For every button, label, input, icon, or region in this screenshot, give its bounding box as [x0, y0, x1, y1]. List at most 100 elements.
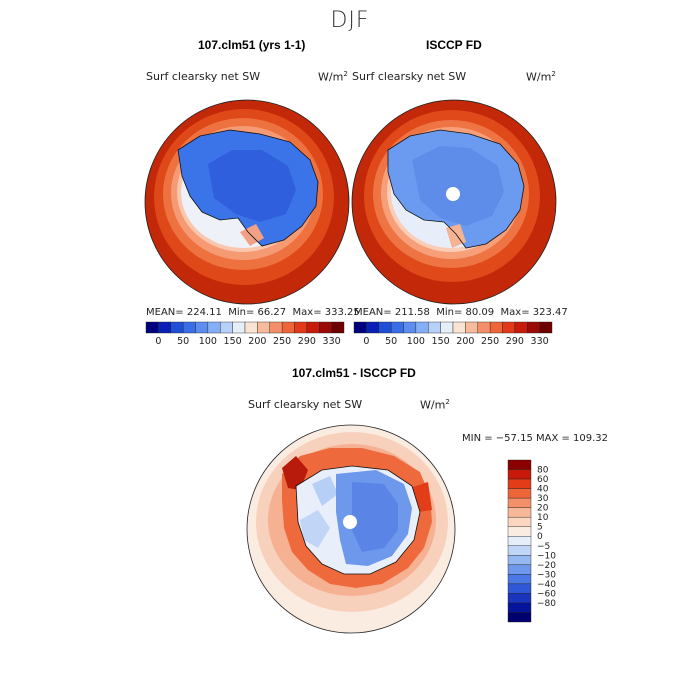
- colorbar-diff-swatch: [507, 593, 532, 604]
- colorbar-diff-swatch: [507, 555, 532, 566]
- panel2-max: 323.47: [532, 307, 568, 318]
- colorbar-diff-swatch: [507, 497, 532, 508]
- panel1-units-exp: 2: [343, 70, 348, 78]
- colorbar-panel1-tick-label: 250: [273, 336, 291, 347]
- colorbar-panel2: 0 50 100 150 200 250 290 330: [353, 321, 553, 347]
- colorbar-panel2-tick-label: 290: [506, 336, 524, 347]
- colorbar-panel1-tick-label: 150: [224, 336, 242, 347]
- colorbar-panel2-swatch: [465, 321, 478, 334]
- colorbar-diff-tick-label: 10: [537, 513, 549, 523]
- colorbar-diff-tick-label: 20: [537, 504, 549, 514]
- colorbar-panel2-swatch: [514, 321, 528, 334]
- colorbar-panel1-swatch: [319, 321, 332, 334]
- colorbar-panel1-swatch: [331, 321, 345, 334]
- diff-polar-hole: [343, 515, 357, 529]
- colorbar-panel1-swatch: [220, 321, 233, 334]
- colorbar-diff-swatch: [507, 478, 532, 489]
- colorbar-panel2-swatch: [440, 321, 454, 334]
- colorbar-panel2-tick-label: 0: [363, 336, 369, 347]
- panel2-min: 80.09: [465, 307, 495, 318]
- diff-units-exp: 2: [445, 398, 450, 406]
- colorbar-diff-swatch: [507, 507, 532, 518]
- colorbar-diff-tick-label: 5: [537, 523, 543, 533]
- panel1-title: 107.clm51 (yrs 1-1): [198, 38, 306, 52]
- map-panel2: [351, 99, 557, 305]
- season-title: DJF: [330, 8, 370, 33]
- panel1-min: 66.27: [257, 307, 287, 318]
- panel2-variable: Surf clearsky net SW: [352, 70, 467, 83]
- colorbar-panel1-tick-label: 0: [155, 336, 161, 347]
- colorbar-panel2-swatch: [452, 321, 466, 334]
- colorbar-diff-swatch: [507, 516, 532, 527]
- panel2-mean: 211.58: [394, 307, 430, 318]
- colorbar-diff-swatch: [507, 536, 532, 546]
- colorbar-diff-tick-label: 0: [537, 532, 543, 542]
- colorbar-diff-tick-label: 80: [537, 466, 549, 476]
- panel2-units: W/m2: [526, 70, 556, 84]
- diff-units-base: W/m: [420, 398, 446, 412]
- colorbar-panel1-swatch: [269, 321, 283, 334]
- colorbar-diff-tick-label: 60: [537, 475, 549, 485]
- colorbar-panel2-swatch: [390, 321, 404, 334]
- colorbar-diff-tick-label: −10: [537, 551, 556, 561]
- colorbar-panel2-swatch: [378, 321, 392, 334]
- colorbar-diff-tick-label: 30: [537, 494, 549, 504]
- diff-minmax: MIN = −57.15 MAX = 109.32: [462, 433, 609, 444]
- colorbar-panel1-swatch: [182, 321, 196, 334]
- colorbar-panel2-tick-label: 150: [432, 336, 450, 347]
- map-diff: [246, 424, 456, 634]
- colorbar-panel2-swatch: [403, 321, 417, 334]
- colorbar-panel1-swatch: [294, 321, 308, 334]
- diff-units: W/m2: [420, 398, 450, 412]
- panel1-max: 333.25: [324, 307, 360, 318]
- colorbar-panel2-tick-label: 200: [456, 336, 474, 347]
- panel1-variable: Surf clearsky net SW: [146, 70, 261, 83]
- colorbar-diff-tick-label: 40: [537, 485, 549, 495]
- colorbar-diff-swatch: [507, 459, 532, 470]
- colorbar-diff-swatch: [507, 583, 532, 594]
- colorbar-panel1-tick-label: 290: [298, 336, 316, 347]
- colorbar-diff-swatch: [507, 526, 532, 537]
- colorbar-diff-tick-label: −5: [537, 542, 550, 552]
- colorbar-panel2-swatch: [428, 321, 441, 334]
- colorbar-panel1-swatch: [232, 321, 246, 334]
- colorbar-diff-swatch: [507, 469, 532, 480]
- panel1-units: W/m2: [318, 70, 348, 84]
- colorbar-diff-tick-label: −80: [537, 599, 556, 609]
- colorbar-panel1-swatch: [195, 321, 209, 334]
- panel2-units-exp: 2: [551, 70, 556, 78]
- map-panel1: [144, 99, 350, 305]
- colorbar-panel1-swatch: [306, 321, 320, 334]
- colorbar-panel1-tick-label: 100: [199, 336, 217, 347]
- colorbar-panel1-tick-label: 200: [248, 336, 266, 347]
- panel1-mean-label: MEAN=: [146, 307, 184, 318]
- colorbar-diff-swatch: [507, 612, 532, 623]
- panel1-max-label: Max=: [292, 307, 322, 318]
- colorbar-panel2-swatch: [477, 321, 491, 334]
- panel2-stats: MEAN= 211.58 Min= 80.09 Max= 323.47: [354, 307, 568, 318]
- panel2-min-label: Min=: [436, 307, 463, 318]
- colorbar-diff-tick-label: −40: [537, 580, 556, 590]
- colorbar-diff-tick-label: −30: [537, 570, 556, 580]
- colorbar-panel2-tick-label: 100: [407, 336, 425, 347]
- colorbar-panel2-tick-label: 330: [531, 336, 549, 347]
- colorbar-panel1-swatch: [170, 321, 184, 334]
- panel2-title: ISCCP FD: [426, 38, 482, 52]
- colorbar-panel1-swatch: [207, 321, 221, 334]
- colorbar-panel1: 0 50 100 150 200 250 290 330: [145, 321, 345, 347]
- colorbar-diff-tick-label: −60: [537, 589, 556, 599]
- panel1-units-base: W/m: [318, 70, 344, 84]
- colorbar-diff-swatch: [507, 602, 532, 613]
- colorbar-diff-swatch: [507, 488, 532, 499]
- panel1-min-label: Min=: [228, 307, 255, 318]
- colorbar-panel2-swatch: [527, 321, 540, 334]
- panel2-mean-label: MEAN=: [354, 307, 392, 318]
- colorbar-diff-swatch: [507, 564, 532, 575]
- diff-title: 107.clm51 - ISCCP FD: [292, 366, 416, 380]
- colorbar-panel1-swatch: [158, 321, 171, 334]
- panel2-units-base: W/m: [526, 70, 552, 84]
- panel1-stats: MEAN= 224.11 Min= 66.27 Max= 333.25: [146, 307, 360, 318]
- colorbar-panel1-swatch: [145, 321, 159, 334]
